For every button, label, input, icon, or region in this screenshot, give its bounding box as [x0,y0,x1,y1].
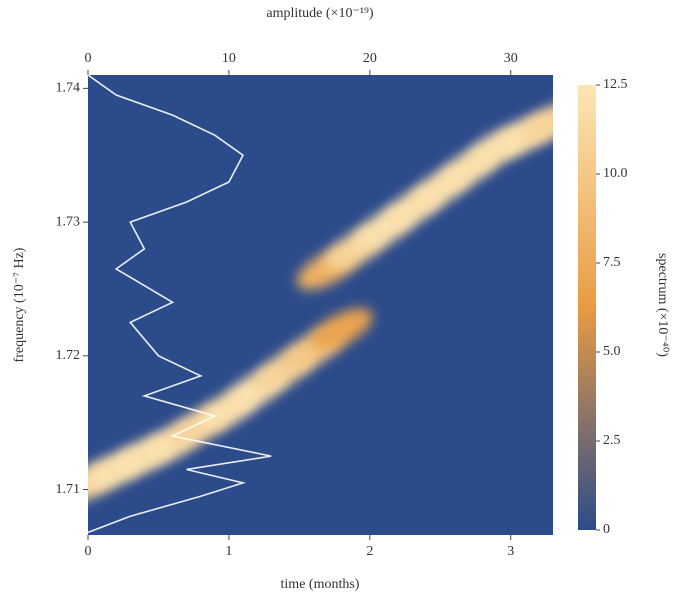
colorbar-tick-label: 0 [603,522,610,537]
spectrum-peak [522,101,553,143]
colorbar-tick-label: 7.5 [603,255,621,270]
heatmap [88,75,553,534]
colorbar-tick-label: 12.5 [603,77,628,92]
colorbar-tick-label: 10.0 [603,166,628,181]
x-tick-label: 2 [366,544,373,559]
spectrum-peak [310,308,373,350]
x-tick-label: 0 [85,544,92,559]
colorbar-tick-label: 2.5 [603,433,621,448]
amplitude-line [88,75,272,534]
x2-tick-label: 0 [85,51,92,66]
x2-axis-label: amplitude (×10⁻¹⁹) [266,6,374,21]
y-tick-label: 1.73 [56,214,81,229]
y-tick-label: 1.74 [56,81,81,96]
colorbar [578,85,596,530]
x-tick-label: 1 [225,544,232,559]
x2-tick-label: 20 [363,51,377,66]
x2-tick-label: 10 [222,51,236,66]
y-tick-label: 1.72 [56,348,81,363]
x-tick-label: 3 [507,544,514,559]
colorbar-label: spectrum (×10⁻⁴⁰) [655,253,670,357]
x-axis-label: time (months) [281,577,360,592]
y-tick-label: 1.71 [56,482,81,497]
y-axis-label: frequency (10⁻⁷ Hz) [12,247,27,362]
colorbar-tick-label: 5.0 [603,344,621,359]
x2-tick-label: 30 [504,51,518,66]
